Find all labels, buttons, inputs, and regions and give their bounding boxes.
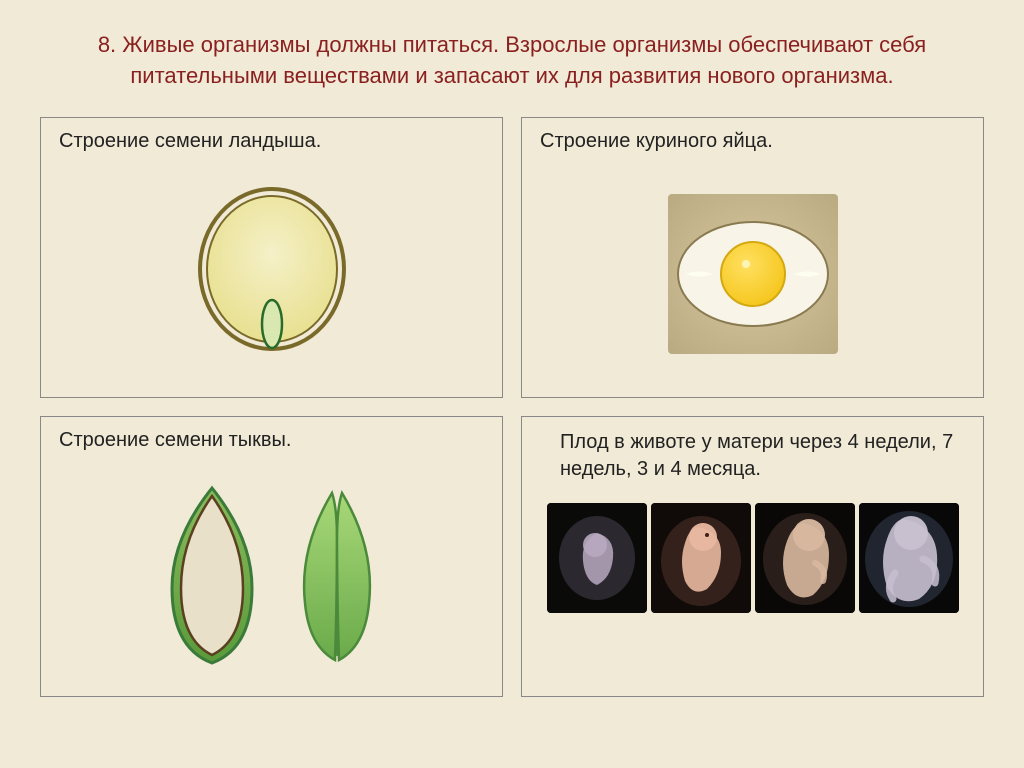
lily-seed-svg <box>187 179 357 369</box>
panel-lily-seed: Строение семени ландыша. <box>40 117 503 398</box>
panel-fetus-title: Плод в животе у матери через 4 недели, 7… <box>540 429 965 483</box>
panel-fetus: Плод в животе у матери через 4 недели, 7… <box>521 416 984 697</box>
panel-pumpkin-title: Строение семени тыквы. <box>59 429 484 452</box>
panel-pumpkin-seed: Строение семени тыквы. <box>40 416 503 697</box>
panel-egg-title: Строение куриного яйца. <box>540 130 965 153</box>
fetus-stages-row <box>540 503 965 613</box>
fetus-stage-4 <box>859 503 959 613</box>
pumpkin-cotyledon-svg <box>287 478 387 668</box>
pumpkin-seed-whole-svg <box>157 478 267 668</box>
panel-lily-title: Строение семени ландыша. <box>59 130 484 153</box>
chicken-egg-diagram <box>540 163 965 385</box>
fetus-stage-3 <box>755 503 855 613</box>
pumpkin-seed-diagram <box>59 462 484 684</box>
content-grid: Строение семени ландыша. Строение курино… <box>40 117 984 697</box>
fetus-stage-1 <box>547 503 647 613</box>
lily-seed-diagram <box>59 163 484 385</box>
chicken-egg-svg <box>638 184 868 364</box>
slide-title: 8. Живые организмы должны питаться. Взро… <box>40 30 984 92</box>
panel-chicken-egg: Строение куриного яйца. <box>521 117 984 398</box>
fetus-stage-2 <box>651 503 751 613</box>
